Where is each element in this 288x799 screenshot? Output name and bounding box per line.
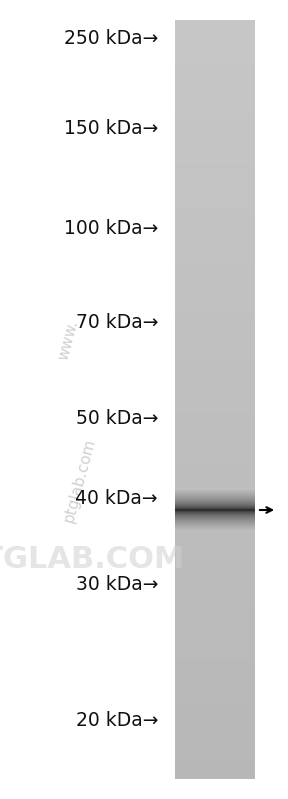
Text: PTGLAB.COM: PTGLAB.COM [0, 546, 184, 574]
Text: 20 kDa→: 20 kDa→ [75, 710, 158, 729]
Text: 40 kDa→: 40 kDa→ [75, 490, 158, 508]
Text: 150 kDa→: 150 kDa→ [64, 118, 158, 137]
Text: 70 kDa→: 70 kDa→ [75, 313, 158, 332]
Text: 100 kDa→: 100 kDa→ [64, 218, 158, 237]
Text: 250 kDa→: 250 kDa→ [64, 29, 158, 47]
Text: 30 kDa→: 30 kDa→ [75, 574, 158, 594]
Text: 50 kDa→: 50 kDa→ [75, 408, 158, 427]
Text: www.: www. [56, 318, 81, 362]
Text: ptglab.com: ptglab.com [62, 436, 98, 523]
